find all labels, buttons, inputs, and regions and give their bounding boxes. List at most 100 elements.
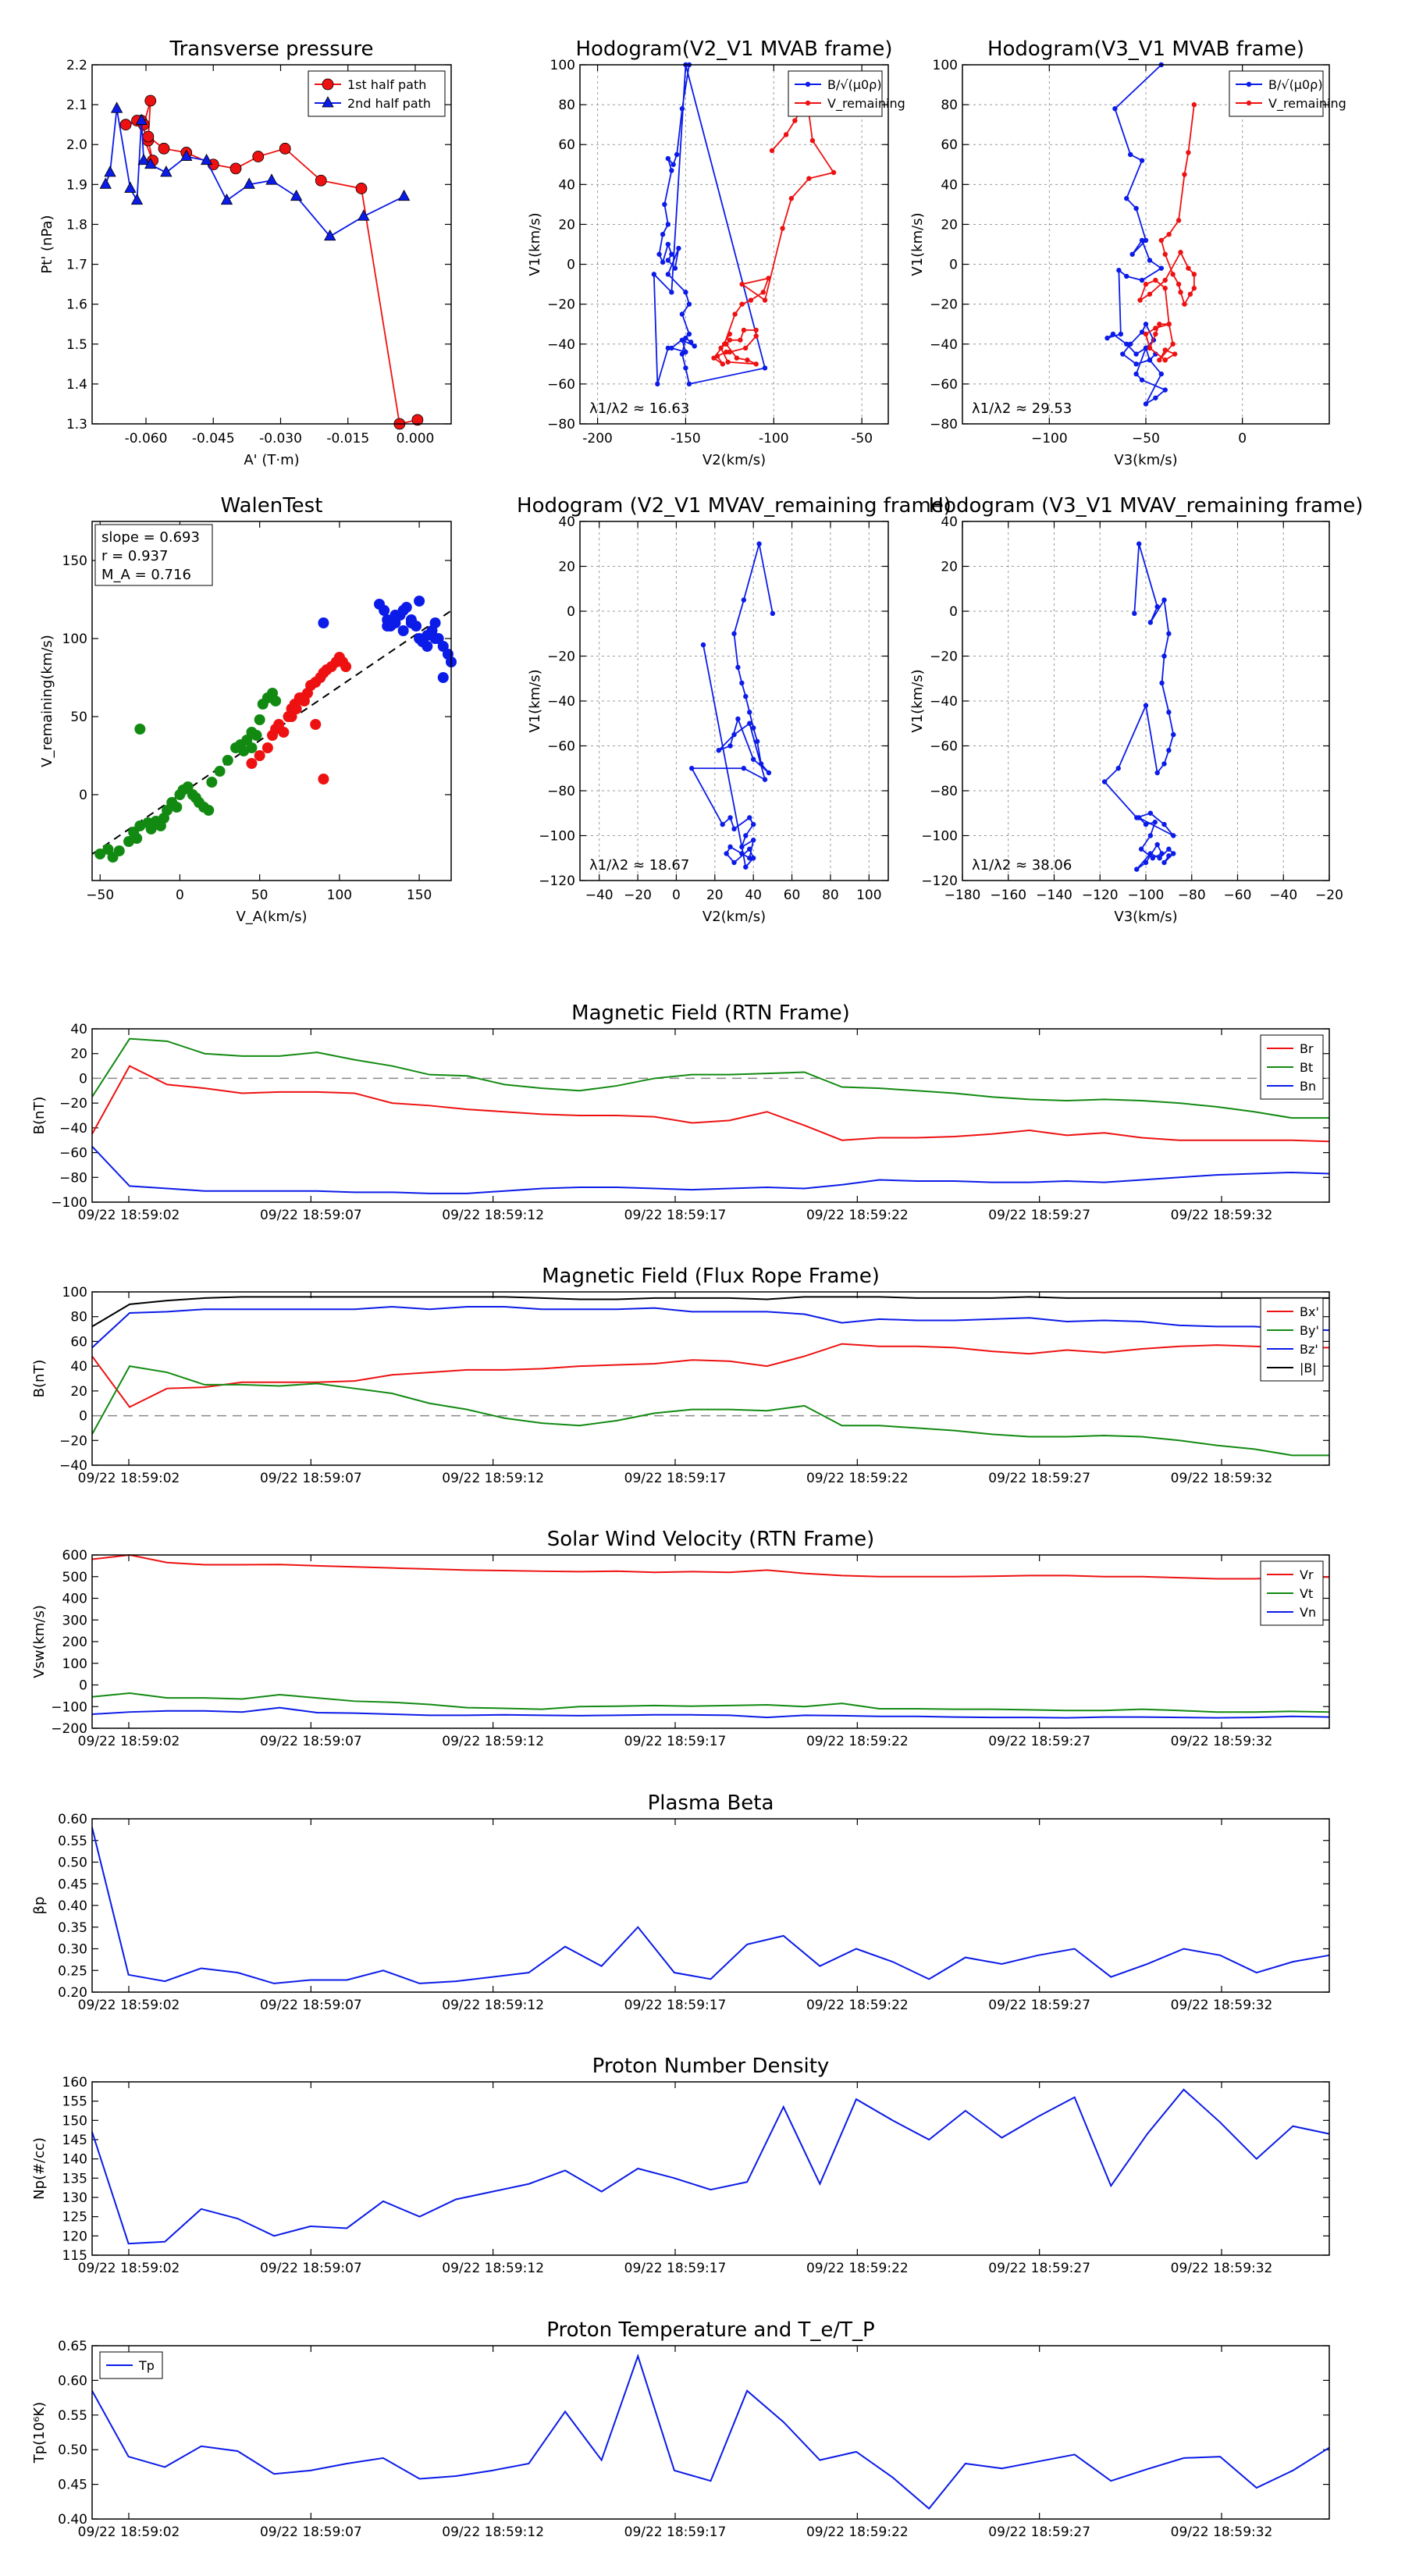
data-point	[411, 414, 424, 426]
data-point	[1170, 272, 1176, 277]
chart-title: Solar Wind Velocity (RTN Frame)	[547, 1528, 874, 1551]
data-point	[279, 142, 291, 155]
scatter-point	[162, 805, 173, 816]
data-point	[720, 821, 725, 827]
data-point	[1143, 703, 1149, 708]
y-tick-label: 0	[949, 258, 958, 273]
data-point	[252, 151, 265, 162]
data-point	[683, 335, 688, 341]
scatter-point	[382, 621, 393, 632]
data-point	[1147, 833, 1154, 838]
legend-label: Bx'	[1300, 1304, 1319, 1319]
data-point	[727, 331, 733, 337]
time-tick-label: 09/22 18:59:02	[78, 1734, 180, 1749]
y-tick-label: 0.45	[58, 2478, 87, 2493]
scatter-point	[203, 805, 215, 816]
legend-label: Bz'	[1300, 1342, 1318, 1357]
x-tick-label: -0.045	[192, 431, 235, 447]
data-point	[686, 381, 692, 387]
data-point	[727, 815, 733, 820]
data-point	[731, 731, 737, 738]
scatter-point	[222, 755, 233, 766]
scatter-point	[290, 703, 302, 714]
data-point	[665, 222, 671, 227]
data-point	[1166, 710, 1172, 715]
data-point	[700, 642, 706, 648]
data-point	[651, 272, 656, 277]
time-tick-label: 09/22 18:59:22	[806, 2524, 909, 2540]
y-tick-label: −60	[59, 1146, 87, 1162]
y-tick-label: 0.40	[58, 1898, 87, 1914]
data-point	[1162, 358, 1168, 363]
legend-box	[788, 70, 883, 117]
y-tick-label: −80	[930, 784, 958, 799]
y-tick-label: −20	[930, 649, 958, 665]
data-point	[1166, 631, 1172, 636]
chart-panel-9: Plasma Beta 0.20 0.25 0.30 0.35 0.40 0.45 0.50 0…	[31, 1791, 1330, 2013]
data-point	[660, 259, 666, 265]
time-tick-label: 09/22 18:59:32	[1171, 1208, 1273, 1223]
data-point	[1136, 541, 1142, 546]
y-tick-label: 0.60	[58, 2373, 87, 2389]
data-point	[716, 748, 721, 753]
y-tick-label: 1.3	[66, 417, 87, 432]
data-point	[1134, 866, 1140, 872]
data-point	[665, 155, 671, 162]
time-tick-label: 09/22 18:59:02	[78, 1471, 180, 1486]
y-axis-label: V1(km/s)	[909, 212, 926, 276]
data-point	[110, 101, 123, 113]
y-tick-label: −20	[59, 1433, 87, 1449]
chart-title: Magnetic Field (RTN Frame)	[571, 1002, 850, 1025]
chart-panel-1: Hodogram(V2_V1 MVAB frame) −80 −60 −40 −20 0 2…	[527, 37, 905, 468]
plot-frame	[962, 64, 1330, 425]
y-tick-label: 400	[62, 1592, 87, 1607]
y-tick-label: −80	[547, 417, 575, 432]
data-point	[727, 349, 733, 355]
data-point	[747, 720, 752, 726]
data-point	[1128, 151, 1133, 158]
data-point	[670, 162, 676, 167]
data-point	[397, 189, 411, 201]
x-axis-label: V2(km/s)	[702, 909, 766, 925]
x-tick-label: 0	[672, 888, 681, 903]
data-point	[805, 81, 811, 87]
data-point	[665, 241, 671, 247]
chart-title: WalenTest	[221, 494, 323, 518]
x-tick-label: -0.015	[326, 431, 369, 447]
data-point	[734, 355, 740, 361]
data-point	[679, 351, 685, 357]
data-point	[1110, 331, 1116, 337]
x-axis-label: V3(km/s)	[1114, 452, 1177, 468]
scatter-point	[94, 849, 106, 859]
chart-panel-6: Magnetic Field (RTN Frame) −100 −80 −60 −40 −…	[31, 1002, 1330, 1223]
y-axis-label: Pt' (nPa)	[39, 215, 55, 273]
time-tick-label: 09/22 18:59:12	[442, 1208, 544, 1223]
scatter-point	[400, 602, 412, 613]
data-point	[1176, 281, 1182, 287]
data-point	[727, 743, 733, 749]
data-point	[732, 311, 738, 317]
data-point	[747, 710, 752, 715]
data-point	[745, 358, 750, 363]
series-line	[91, 1037, 1329, 1119]
scatter-point	[251, 730, 262, 741]
legend-label: By'	[1300, 1323, 1319, 1338]
data-point	[142, 130, 155, 143]
data-point	[735, 664, 741, 671]
data-point	[655, 381, 660, 387]
y-tick-label: 600	[62, 1548, 87, 1564]
data-point	[731, 859, 737, 866]
data-point	[1182, 172, 1187, 177]
data-point	[724, 851, 729, 856]
data-point	[160, 165, 173, 177]
legend-label: B/√(μ0ρ)	[827, 77, 882, 92]
data-point	[739, 844, 745, 850]
stats-text: M_A = 0.716	[101, 567, 191, 583]
legend-label: 1st half path	[347, 77, 426, 92]
data-point	[1158, 371, 1164, 377]
data-point	[756, 541, 762, 546]
series-line	[1138, 105, 1195, 361]
data-point	[1139, 377, 1145, 382]
y-tick-label: 0	[567, 604, 575, 620]
data-point	[1139, 329, 1145, 335]
